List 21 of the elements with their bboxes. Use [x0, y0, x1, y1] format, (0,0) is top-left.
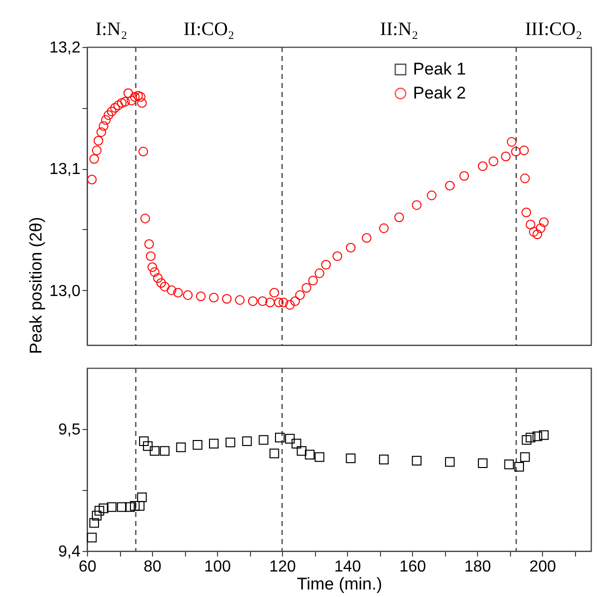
- x-tick-label: 180: [464, 558, 492, 576]
- y-axis-title: Peak position (2θ): [26, 216, 46, 354]
- y-tick-label: 13,0: [49, 282, 81, 300]
- text: II:CO₂: [183, 19, 234, 40]
- text: II:N₂: [380, 19, 418, 40]
- text: III:CO₂: [524, 19, 582, 40]
- y-tick-label: 9,4: [58, 544, 81, 560]
- legend-label: Peak 2: [413, 84, 466, 102]
- y-tick-label: 9,5: [58, 422, 81, 438]
- legend-label: Peak 1: [413, 60, 466, 78]
- x-tick-label: 80: [144, 558, 162, 576]
- y-tick-label: 13,2: [49, 40, 81, 56]
- x-tick-label: 100: [204, 558, 232, 576]
- x-tick-label: 60: [78, 558, 96, 576]
- x-tick-label: 160: [399, 558, 426, 576]
- x-axis-title: Time (min.): [296, 574, 382, 594]
- x-tick-label: 200: [529, 558, 556, 576]
- x-tick-label: 140: [334, 558, 362, 576]
- text: I:N₂: [95, 19, 128, 40]
- y-tick-label: 13,1: [49, 161, 81, 178]
- x-tick-label: 120: [269, 558, 296, 576]
